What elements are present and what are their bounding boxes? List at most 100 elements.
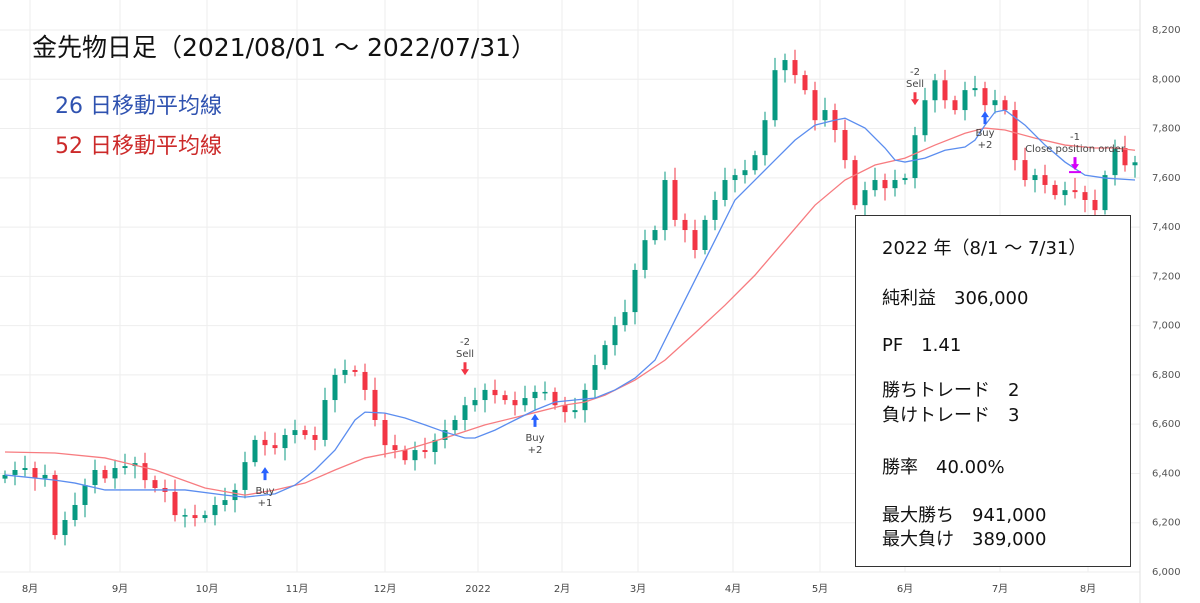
candle-body [1042, 175, 1048, 185]
candle-body [252, 439, 258, 463]
candle-body [352, 369, 358, 372]
candle-body [872, 180, 878, 191]
candle-body [332, 374, 338, 401]
candle-body [802, 75, 808, 91]
candle-body [632, 269, 638, 313]
candle-body [362, 371, 368, 390]
candle-body [582, 389, 588, 411]
candle-body [762, 120, 768, 156]
candle-body [102, 470, 108, 479]
y-tick-label: 6,200 [1152, 518, 1181, 529]
candle-body [752, 155, 758, 171]
marker-label: -2 [910, 67, 920, 78]
candle-body [942, 80, 948, 101]
ma52-line [4, 127, 1136, 496]
candle-body [882, 180, 888, 189]
x-tick-label: 2月 [554, 583, 570, 595]
candle-body [82, 485, 88, 505]
candle-body [1102, 175, 1108, 211]
x-tick-label: 8月 [22, 583, 38, 595]
x-tick-label: 6月 [897, 583, 913, 595]
info-max-win: 最大勝ち 941,000 [882, 505, 1047, 526]
candle-body [222, 500, 228, 505]
candle-body [792, 60, 798, 76]
candle-body [122, 466, 128, 469]
candle-body [472, 400, 478, 406]
candle-body [712, 199, 718, 220]
buy-arrow-icon [981, 111, 989, 125]
candle-body [742, 170, 748, 176]
ma26-line [4, 109, 1136, 498]
candle-body [1092, 199, 1098, 211]
candle-body [1012, 110, 1018, 161]
candle-body [412, 450, 418, 461]
candle-body [622, 312, 628, 326]
sell-arrow-icon [911, 92, 919, 106]
candle-body [642, 240, 648, 270]
candle-body [682, 219, 688, 231]
candle-body [2, 474, 8, 479]
trade-marker-buy2: Buy+2 [975, 111, 995, 151]
candle-body [392, 445, 398, 451]
info-pf: PF 1.41 [882, 335, 962, 356]
candle-body [232, 489, 238, 501]
x-tick-label: 2022 [465, 584, 490, 595]
marker-label: Buy [255, 486, 274, 497]
candle-body [62, 520, 68, 536]
candle-body [432, 439, 438, 453]
candle-body [292, 430, 298, 436]
info-win-rate: 勝率 40.00% [882, 457, 1005, 478]
candle-body [662, 180, 668, 231]
info-period: 2022 年（8/1 〜 7/31） [882, 238, 1087, 259]
info-max-loss: 最大負け 389,000 [882, 529, 1047, 550]
candle-body [152, 480, 158, 488]
candle-body [72, 504, 78, 521]
legend-ma26: 26 日移動平均線 [55, 94, 222, 119]
candle-body [922, 100, 928, 136]
candle-body [902, 178, 908, 181]
y-tick-label: 6,400 [1152, 468, 1181, 479]
candle-body [212, 504, 218, 516]
candle-body [192, 515, 198, 519]
candle-body [552, 391, 558, 406]
candle-body [402, 450, 408, 461]
candle-body [652, 230, 658, 241]
candle-body [42, 474, 48, 479]
candle-body [322, 400, 328, 440]
candle-body [812, 90, 818, 121]
candle-body [502, 395, 508, 401]
candle-body [1002, 100, 1008, 111]
x-tick-label: 8月 [1080, 583, 1096, 595]
candle-body [522, 398, 528, 406]
candle-body [52, 474, 58, 536]
candle-body [1082, 192, 1088, 200]
sell-arrow-icon [461, 362, 469, 376]
candle-body [862, 190, 868, 206]
candle-body [692, 230, 698, 251]
y-tick-label: 8,200 [1152, 25, 1181, 36]
candle-body [1122, 148, 1128, 166]
candle-body [12, 470, 18, 475]
candle-body [272, 445, 278, 449]
candle-body [912, 135, 918, 179]
marker-label: -1 [1070, 132, 1080, 143]
marker-label: Sell [456, 349, 474, 360]
info-losses: 負けトレード 3 [882, 405, 1020, 426]
candle-body [722, 180, 728, 200]
candle-body [452, 419, 458, 431]
candle-body [242, 462, 248, 490]
marker-label: Buy [975, 128, 994, 139]
candle-body [852, 160, 858, 206]
candle-body [22, 468, 28, 471]
candle-body [532, 391, 538, 399]
candle-body [542, 391, 548, 394]
candle-body [952, 100, 958, 111]
candle-body [1132, 162, 1138, 166]
x-tick-label: 5月 [812, 583, 828, 595]
x-tick-label: 12月 [374, 583, 397, 595]
candle-body [572, 410, 578, 413]
candle-body [172, 491, 178, 516]
trade-marker-buy: Buy+1 [255, 467, 275, 509]
marker-label: +2 [978, 140, 993, 151]
